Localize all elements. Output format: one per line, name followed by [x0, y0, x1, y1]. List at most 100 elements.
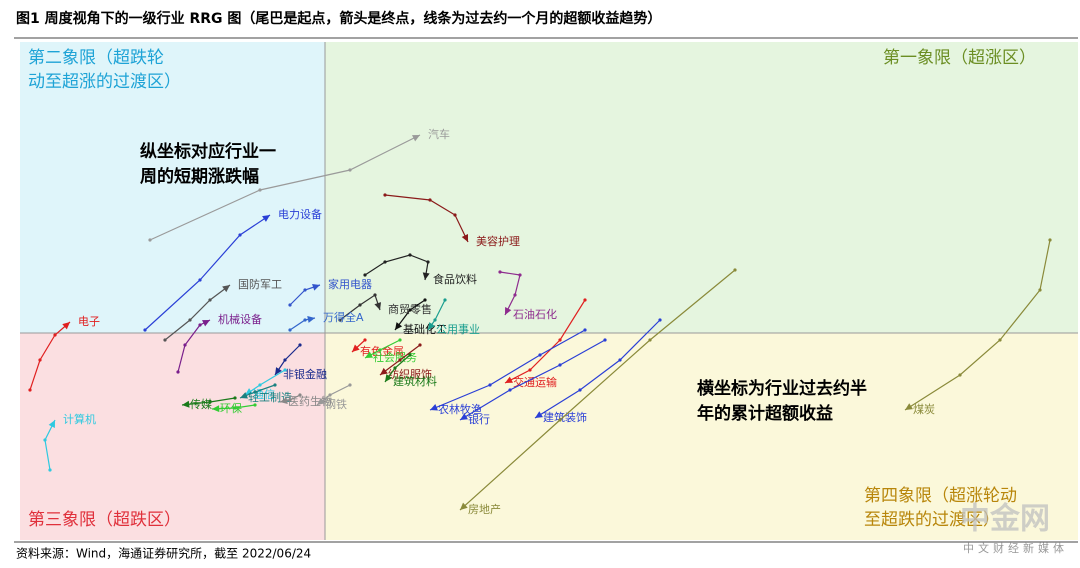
- arrowhead: [202, 320, 210, 327]
- arrowhead: [395, 322, 403, 330]
- trail-point: [198, 278, 202, 282]
- series-label: 煤炭: [913, 403, 935, 416]
- trail-point: [408, 353, 412, 357]
- trail-point: [618, 358, 622, 362]
- trail-point: [1048, 238, 1052, 242]
- trail-point: [283, 368, 287, 372]
- trail-point: [528, 368, 532, 372]
- trail-point: [288, 398, 292, 402]
- arrowhead: [280, 397, 288, 404]
- trail-point: [393, 366, 397, 370]
- trail-point: [558, 338, 562, 342]
- trail: [144, 214, 271, 331]
- series-label: 轻工制造: [248, 390, 292, 404]
- trail-point: [48, 468, 52, 472]
- trail-point: [578, 388, 582, 392]
- series-label: 银行: [468, 412, 490, 426]
- arrowhead: [428, 322, 435, 330]
- trail-point: [253, 390, 257, 394]
- series-label: 农林牧渔: [438, 402, 482, 416]
- trail-point: [1038, 288, 1042, 292]
- watermark-slogan: 中文财经新媒体: [963, 541, 1068, 555]
- trail-point: [453, 213, 457, 217]
- arrowhead: [62, 322, 70, 330]
- trail-point: [328, 393, 332, 397]
- trail-point: [648, 338, 652, 342]
- series-label: 环保: [220, 401, 242, 415]
- trail-point: [258, 383, 262, 387]
- trail-point: [143, 328, 147, 332]
- trail-point: [408, 308, 412, 312]
- series-label: 房地产: [468, 502, 501, 516]
- watermark: 中金网: [960, 502, 1050, 537]
- quadrant: [20, 42, 325, 333]
- trail-point: [163, 338, 167, 342]
- arrowhead: [182, 400, 190, 408]
- arrowhead: [905, 403, 913, 410]
- trail-point: [273, 383, 277, 387]
- trail-point: [258, 188, 262, 192]
- trail-point: [253, 403, 257, 407]
- trail-point: [443, 298, 447, 302]
- arrowhead: [461, 234, 469, 242]
- trail: [429, 329, 586, 411]
- arrowhead: [412, 135, 420, 142]
- trail: [29, 321, 71, 391]
- series-label: 基础化工: [403, 322, 447, 336]
- trail: [459, 339, 606, 421]
- arrowhead: [352, 344, 360, 352]
- trail-point: [176, 370, 180, 374]
- series-label: 计算机: [63, 412, 96, 426]
- series-label: 家用电器: [328, 277, 372, 291]
- trail-point: [348, 383, 352, 387]
- trail-point: [43, 438, 47, 442]
- trail-point: [428, 198, 432, 202]
- series-label: 医药生物: [288, 394, 332, 408]
- series-label: 国防军工: [238, 277, 282, 291]
- arrowhead: [222, 285, 230, 293]
- quadrant: [325, 42, 1078, 333]
- trail-point: [188, 318, 192, 322]
- trail-point: [518, 273, 522, 277]
- trail-point: [298, 393, 302, 397]
- quadrant-label: 第四象限（超涨轮动: [864, 486, 1017, 506]
- quadrant-label: 至超跌的过渡区）: [864, 510, 1000, 530]
- trail-point: [233, 406, 237, 410]
- trail-point: [183, 343, 187, 347]
- series-label: 非银金融: [283, 367, 327, 381]
- annotation: 纵坐标对应行业一: [140, 141, 276, 162]
- arrowhead: [430, 404, 438, 411]
- arrowhead: [505, 307, 512, 315]
- series-label: 万得全A: [323, 310, 364, 324]
- trail: [339, 294, 381, 321]
- trail-point: [363, 273, 367, 277]
- arrowhead: [275, 367, 282, 375]
- trail-point: [558, 363, 562, 367]
- arrowhead: [374, 302, 382, 310]
- annotation: 横坐标为行业过去约半: [697, 378, 867, 399]
- trail: [149, 134, 421, 241]
- trail-point: [733, 268, 737, 272]
- arrowhead: [312, 283, 320, 291]
- series-label: 钢铁: [325, 398, 347, 411]
- trail-point: [288, 328, 292, 332]
- quadrant-label: 动至超涨的过渡区）: [28, 72, 181, 92]
- trail-point: [208, 400, 212, 404]
- series-label: 石油石化: [513, 307, 557, 321]
- arrowhead: [460, 413, 468, 420]
- trail: [459, 269, 736, 511]
- trail: [384, 194, 469, 243]
- trail-point: [998, 338, 1002, 342]
- trail-point: [603, 338, 607, 342]
- trail-point: [348, 168, 352, 172]
- trail: [534, 319, 661, 419]
- chart-title: 图1 周度视角下的一级行业 RRG 图（尾巴是起点，箭头是终点，线条为过去约一个…: [16, 10, 661, 27]
- series-label: 建筑材料: [393, 374, 437, 388]
- trail-point: [498, 270, 502, 274]
- trail-point: [363, 338, 367, 342]
- arrowhead: [422, 272, 430, 280]
- trail-point: [433, 318, 437, 322]
- trail-point: [426, 260, 430, 264]
- arrowhead: [307, 316, 315, 323]
- trail-point: [583, 328, 587, 332]
